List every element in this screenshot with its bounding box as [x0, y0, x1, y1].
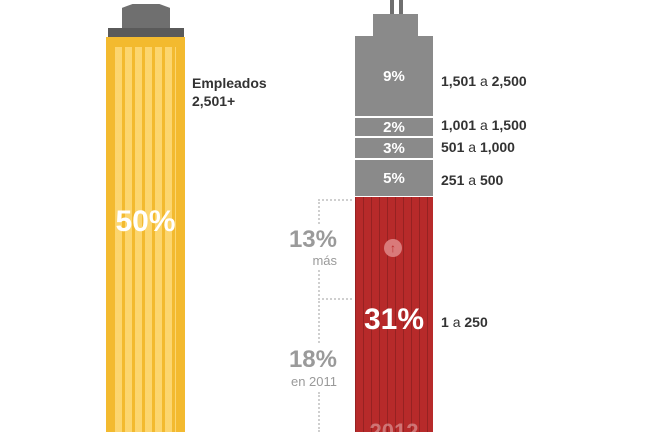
segment-1501-2500: 9%: [355, 36, 433, 118]
bracket-line-4: [318, 392, 320, 432]
range-label-251-500: 251 a 500: [441, 172, 504, 188]
segment-1001-1500: 2%: [355, 118, 433, 138]
segment-501-1000: 3%: [355, 138, 433, 160]
segment-percent: 2%: [383, 118, 405, 136]
range-label-501-1000: 501 a 1,000: [441, 139, 515, 155]
employees-range-label: 2,501+: [192, 93, 236, 109]
antenna-right: [399, 0, 403, 16]
right-building-roof: [373, 14, 418, 36]
antenna-left: [390, 0, 394, 16]
bracket-line-3: [318, 298, 320, 343]
segment-percent: 9%: [383, 67, 405, 85]
left-building-roof: [122, 4, 170, 30]
growth-label: más: [270, 253, 337, 268]
year-watermark: 2012: [369, 419, 419, 432]
left-building: 50%: [106, 37, 185, 432]
previous-year-label: en 2011: [270, 374, 337, 389]
segment-percent: 3%: [383, 139, 405, 157]
bracket-middle: [318, 298, 352, 300]
previous-percent: 18%: [270, 346, 337, 374]
bracket-line-1: [318, 199, 320, 244]
red-segment-percent: 31%: [363, 303, 425, 336]
employees-label: Empleados: [192, 75, 267, 91]
left-building-windows: [115, 47, 176, 432]
bracket-line-2: [318, 270, 320, 300]
arrow-up-icon: ↑: [384, 239, 402, 257]
left-building-cap: [108, 28, 184, 37]
segment-251-500: 5%: [355, 160, 433, 196]
growth-percent: 13%: [270, 226, 337, 254]
bracket-top: [318, 199, 352, 201]
left-building-percent: 50%: [115, 205, 176, 238]
range-label-1-250: 1 a 250: [441, 314, 488, 330]
segment-percent: 5%: [383, 169, 405, 187]
right-building-gray: 9% 2% 3% 5%: [355, 36, 433, 196]
right-building-red: ↑ 31% 2012: [355, 197, 433, 432]
range-label-1001-1500: 1,001 a 1,500: [441, 117, 527, 133]
range-label-1501-2500: 1,501 a 2,500: [441, 73, 527, 89]
